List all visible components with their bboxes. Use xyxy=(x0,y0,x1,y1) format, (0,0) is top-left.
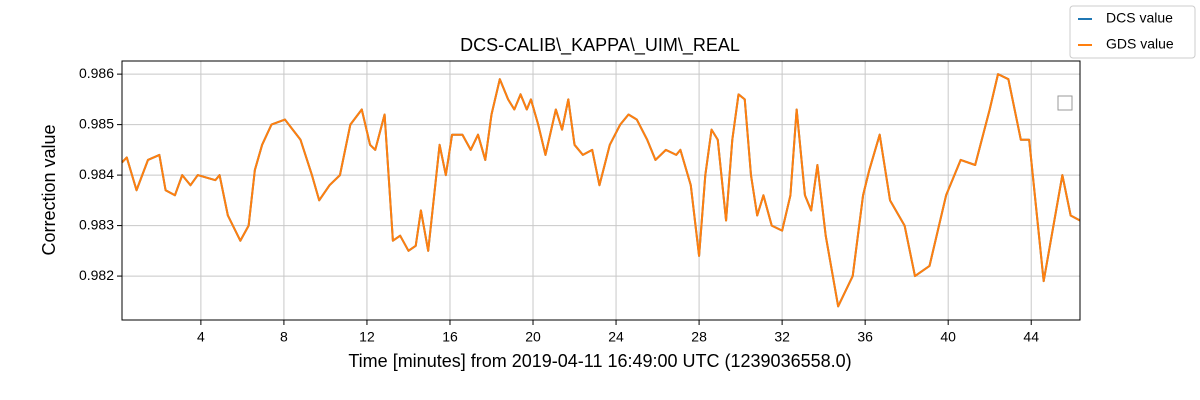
legend: DCS value GDS value xyxy=(1069,5,1196,59)
x-tick-label: 8 xyxy=(280,329,288,345)
x-tick-label: 28 xyxy=(691,329,707,345)
x-tick-label: 16 xyxy=(442,329,458,345)
x-tick-label: 20 xyxy=(525,329,541,345)
x-tick-label: 36 xyxy=(857,329,873,345)
x-axis-label: Time [minutes] from 2019-04-11 16:49:00 … xyxy=(348,351,851,371)
legend-box xyxy=(1069,5,1196,59)
x-tick-label: 4 xyxy=(197,329,205,345)
x-tick-label: 12 xyxy=(359,329,375,345)
data-line xyxy=(121,73,1081,308)
y-axis-label: Correction value xyxy=(39,124,59,255)
y-tick-label: 0.984 xyxy=(79,166,114,182)
x-tick-label: 24 xyxy=(608,329,624,345)
y-tick-label: 0.982 xyxy=(79,267,114,283)
y-tick-label: 0.986 xyxy=(79,65,114,81)
axes-frame xyxy=(121,60,1081,321)
x-tick-label: 32 xyxy=(774,329,790,345)
x-tick-label: 40 xyxy=(940,329,956,345)
legend-label: DCS value xyxy=(1106,10,1173,26)
legend-label: GDS value xyxy=(1106,36,1174,52)
chart-title: DCS-CALIB\_KAPPA\_UIM\_REAL xyxy=(460,35,740,56)
y-tick-label: 0.983 xyxy=(79,216,114,232)
y-tick-label: 0.985 xyxy=(79,115,114,131)
x-tick-label: 44 xyxy=(1023,329,1039,345)
plot-area xyxy=(117,61,1081,325)
empty-legend xyxy=(1057,95,1073,111)
